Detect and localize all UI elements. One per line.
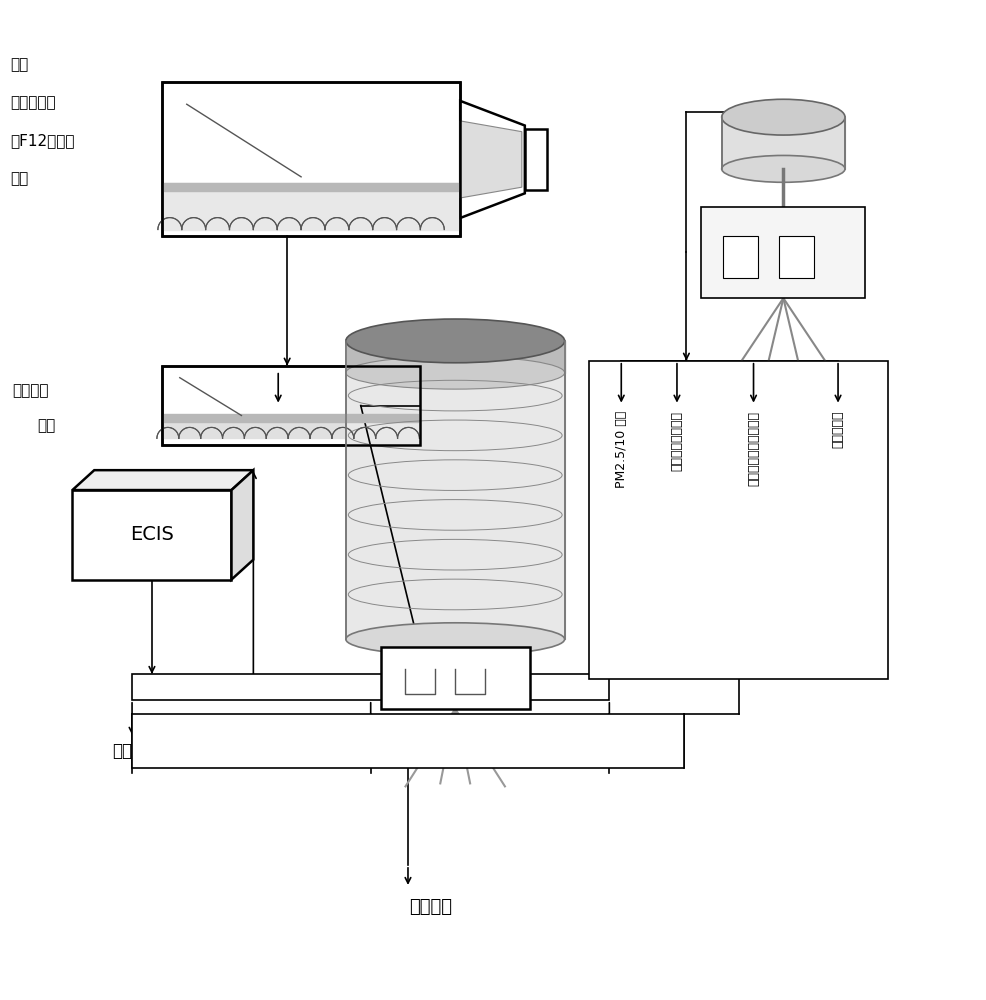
Text: 重金属种类、含量: 重金属种类、含量 bbox=[669, 411, 682, 471]
Bar bbox=[525, 129, 546, 190]
Text: 养皿: 养皿 bbox=[37, 418, 56, 433]
Text: 颗粒物粒径: 颗粒物粒径 bbox=[831, 411, 844, 448]
Text: 有机、无机物成分分析: 有机、无机物成分分析 bbox=[746, 411, 759, 486]
Text: 含胎牛血清: 含胎牛血清 bbox=[11, 95, 56, 110]
Bar bbox=[162, 82, 459, 236]
Text: 置于: 置于 bbox=[11, 58, 29, 73]
Bar bbox=[381, 647, 529, 709]
Ellipse shape bbox=[721, 155, 844, 182]
Bar bbox=[589, 361, 886, 679]
Bar bbox=[778, 236, 812, 278]
Bar bbox=[72, 490, 232, 580]
Ellipse shape bbox=[345, 356, 564, 389]
Ellipse shape bbox=[345, 623, 564, 656]
Bar bbox=[132, 674, 608, 700]
Bar bbox=[162, 82, 459, 236]
Text: ECIS: ECIS bbox=[130, 525, 174, 544]
Polygon shape bbox=[232, 470, 253, 580]
Bar bbox=[132, 714, 683, 768]
Text: 恢复能力: 恢复能力 bbox=[112, 742, 152, 760]
Ellipse shape bbox=[721, 99, 844, 135]
Polygon shape bbox=[459, 121, 522, 198]
Text: 趋化迁移: 趋化迁移 bbox=[350, 742, 390, 760]
Bar bbox=[723, 236, 757, 278]
Text: 培养: 培养 bbox=[11, 171, 29, 186]
Text: 抵御侵润: 抵御侵润 bbox=[589, 742, 629, 760]
Polygon shape bbox=[459, 101, 525, 218]
Bar bbox=[162, 366, 420, 445]
Ellipse shape bbox=[345, 319, 564, 363]
Polygon shape bbox=[72, 470, 253, 490]
Text: PM2.5/10 浓度: PM2.5/10 浓度 bbox=[614, 411, 627, 488]
Text: 的F12培养液: 的F12培养液 bbox=[11, 133, 75, 148]
Bar bbox=[162, 366, 420, 445]
Bar bbox=[701, 207, 865, 298]
Text: 接种至培: 接种至培 bbox=[13, 383, 49, 398]
Text: 综合评价: 综合评价 bbox=[408, 898, 452, 916]
